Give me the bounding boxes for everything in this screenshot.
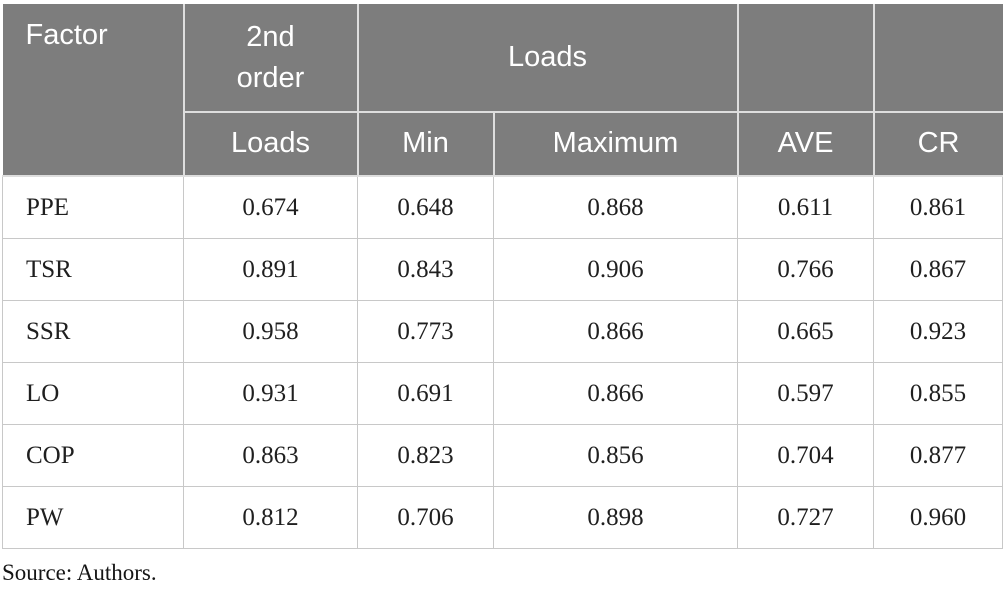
value-cell: 0.665 [737,300,875,363]
table-row: PW 0.812 0.706 0.898 0.727 0.960 [2,486,1004,549]
table-row: PPE 0.674 0.648 0.868 0.611 0.861 [2,175,1004,239]
value-cell: 0.597 [737,362,875,425]
value-cell: 0.648 [357,175,494,239]
column-header-factor: Factor [2,4,185,177]
header-row-groups: Factor 2nd order Loads [2,4,1003,177]
empty-header-cell [872,4,1003,113]
value-cell: 0.877 [873,424,1004,487]
value-cell: 0.812 [183,486,358,549]
value-cell: 0.923 [873,300,1004,363]
factor-label: LO [2,362,184,425]
table-row: LO 0.931 0.691 0.866 0.597 0.855 [2,362,1004,425]
value-cell: 0.856 [492,424,739,487]
table-row: SSR 0.958 0.773 0.866 0.665 0.923 [2,300,1004,363]
table-row: COP 0.863 0.823 0.856 0.704 0.877 [2,424,1004,487]
value-cell: 0.866 [492,362,739,425]
value-cell: 0.611 [737,175,875,239]
value-cell: 0.867 [873,238,1004,301]
value-cell: 0.773 [357,300,494,363]
value-cell: 0.861 [873,175,1004,239]
value-cell: 0.891 [183,238,358,301]
value-cell: 0.766 [737,238,875,301]
value-cell: 0.704 [737,424,875,487]
value-cell: 0.960 [873,486,1004,549]
value-cell: 0.906 [492,238,739,301]
column-header-loads: Loads [183,111,359,177]
factor-label: COP [2,424,184,487]
factor-label: TSR [2,238,184,301]
header-row-columns: Loads Min Maximum AVE CR [3,111,1003,177]
column-header-min: Min [356,111,495,177]
value-cell: 0.863 [183,424,358,487]
value-cell: 0.898 [492,486,739,549]
value-cell: 0.855 [873,362,1004,425]
value-cell: 0.727 [737,486,875,549]
factor-label: PW [2,486,184,549]
column-header-ave: AVE [736,111,875,177]
value-cell: 0.674 [183,175,358,239]
column-header-maximum: Maximum [492,111,739,177]
column-group-loads: Loads [356,4,739,113]
factor-label: SSR [2,300,184,363]
value-cell: 0.823 [357,424,494,487]
table-body: PPE 0.674 0.648 0.868 0.611 0.861 TSR 0.891 0.84… [2,175,1004,549]
factor-loads-table: Factor 2nd order Loads Loads Min Maximum… [2,4,1004,549]
value-cell: 0.958 [183,300,358,363]
value-cell: 0.843 [357,238,494,301]
source-note: Source: Authors. [2,560,157,585]
table-header: Factor 2nd order Loads Loads Min Maximum… [2,4,1003,177]
value-cell: 0.691 [357,362,494,425]
empty-header-cell [736,4,875,113]
column-header-cr: CR [872,111,1003,177]
factor-label: PPE [2,175,184,239]
column-group-second-order: 2nd order [182,4,359,113]
table-row: TSR 0.891 0.843 0.906 0.766 0.867 [2,238,1004,301]
value-cell: 0.706 [357,486,494,549]
value-cell: 0.866 [492,300,739,363]
value-cell: 0.931 [183,362,358,425]
value-cell: 0.868 [492,175,739,239]
